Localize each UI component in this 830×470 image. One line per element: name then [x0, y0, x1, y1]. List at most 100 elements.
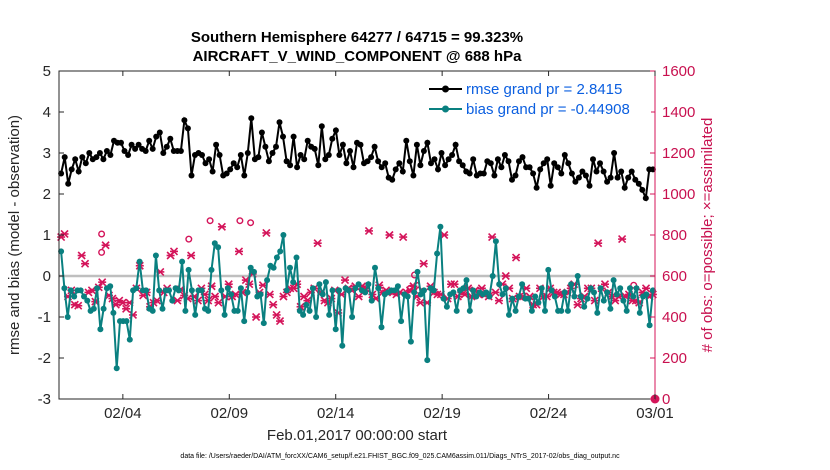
obs-assimilated-point	[618, 235, 627, 244]
bias-point	[394, 283, 401, 290]
rmse-point	[280, 133, 286, 140]
bias-point	[571, 293, 578, 300]
bias-point	[450, 289, 457, 296]
rmse-point	[304, 137, 311, 144]
bias-point	[594, 309, 601, 316]
obs-assimilated-point	[340, 276, 350, 285]
x-tick-label: 02/04	[104, 405, 142, 422]
bias-point	[94, 285, 101, 292]
bias-point	[237, 285, 244, 292]
obs-possible-point	[185, 235, 193, 243]
bias-point	[440, 295, 447, 302]
bias-point	[502, 285, 509, 292]
obs-assimilated-point	[210, 292, 220, 301]
right-axis: 0 200 400 600 800 1000 1200 1400 1600	[650, 63, 695, 408]
bias-point	[492, 238, 499, 245]
rmse-point	[103, 148, 110, 154]
rmse-point	[121, 148, 128, 154]
rmse-point	[470, 156, 477, 163]
bias-point	[378, 324, 385, 331]
rmse-point	[72, 156, 79, 163]
rmse-point	[392, 166, 399, 173]
x-tick-label: 02/09	[211, 405, 249, 422]
obs-assimilated-point	[122, 304, 131, 313]
rmse-point	[399, 168, 406, 175]
bias-point	[600, 297, 607, 304]
rmse-point	[635, 180, 642, 187]
obs-assimilated-point	[419, 259, 428, 268]
bias-point	[365, 281, 372, 288]
bias-point	[260, 320, 267, 327]
rmse-point	[509, 176, 515, 183]
rmse-point	[551, 160, 558, 167]
y-right-tick-label: 1200	[662, 145, 695, 162]
rmse-point	[65, 180, 72, 187]
rmse-point	[248, 115, 255, 122]
bias-point	[486, 293, 493, 300]
bias-point	[349, 314, 356, 320]
bias-point	[77, 287, 84, 294]
rmse-point	[75, 168, 82, 175]
obs-assimilated-point	[385, 230, 394, 240]
obs-assimilated-point	[511, 253, 521, 262]
rmse-point	[93, 154, 100, 161]
rmse-point	[410, 172, 417, 179]
bias-point	[322, 279, 329, 286]
rmse-point	[153, 133, 160, 140]
bias-point	[398, 318, 405, 325]
obs-assimilated-point	[399, 232, 408, 242]
x-tick-label: 03/01	[636, 405, 674, 422]
bias-point	[228, 291, 235, 298]
bias-point	[113, 365, 120, 372]
bias-point	[512, 307, 519, 314]
bias-point	[470, 287, 477, 294]
rmse-point	[413, 141, 420, 148]
rmse-point	[501, 152, 508, 158]
obs-assimilated-point	[262, 228, 271, 238]
rmse-point	[273, 143, 279, 150]
y-axis-label-left: rmse and bias (model - observation)	[6, 115, 23, 355]
bias-point	[81, 293, 87, 300]
rmse-point	[579, 168, 586, 175]
bias-point	[538, 285, 545, 292]
bias-point	[283, 287, 290, 294]
y-left-tick-label: 2	[43, 186, 51, 203]
bias-point	[211, 240, 218, 247]
rmse-point	[438, 150, 445, 156]
rmse-point	[424, 139, 431, 146]
x-axis: 02/04 02/09 02/14 02/19 02/24 03/01	[104, 71, 674, 422]
rmse-point	[632, 176, 639, 183]
bias-point	[368, 297, 375, 304]
y-left-tick-label: 0	[43, 268, 51, 285]
bias-point	[437, 223, 444, 230]
obs-assimilated-point	[187, 251, 196, 260]
rmse-point	[177, 148, 184, 154]
rmse-point	[512, 172, 519, 179]
bias-point	[411, 289, 418, 296]
rmse-point	[128, 141, 135, 148]
bias-point	[143, 287, 150, 294]
rmse-point	[213, 141, 220, 148]
legend-box	[423, 77, 651, 121]
obs-assimilated-point	[491, 288, 500, 297]
rmse-point	[297, 152, 304, 158]
rmse-point	[223, 170, 230, 177]
obs-assimilated-point	[60, 229, 69, 239]
bias-point	[414, 268, 421, 275]
bias-point	[241, 318, 248, 325]
bias-point	[205, 307, 212, 314]
y-left-tick-label: -2	[38, 350, 51, 367]
bias-point	[610, 277, 617, 284]
rmse-point	[58, 170, 65, 177]
bias-point	[215, 244, 222, 251]
rmse-point	[618, 168, 625, 175]
rmse-point	[100, 156, 107, 163]
y-left-tick-label: 3	[43, 145, 51, 162]
rmse-point	[533, 184, 540, 191]
obs-assimilated-point	[275, 317, 285, 326]
bias-point	[355, 281, 362, 288]
rmse-point	[160, 150, 167, 156]
rmse-point	[68, 166, 75, 173]
rmse-point	[547, 182, 554, 189]
obs-assimilated-point	[364, 226, 374, 235]
